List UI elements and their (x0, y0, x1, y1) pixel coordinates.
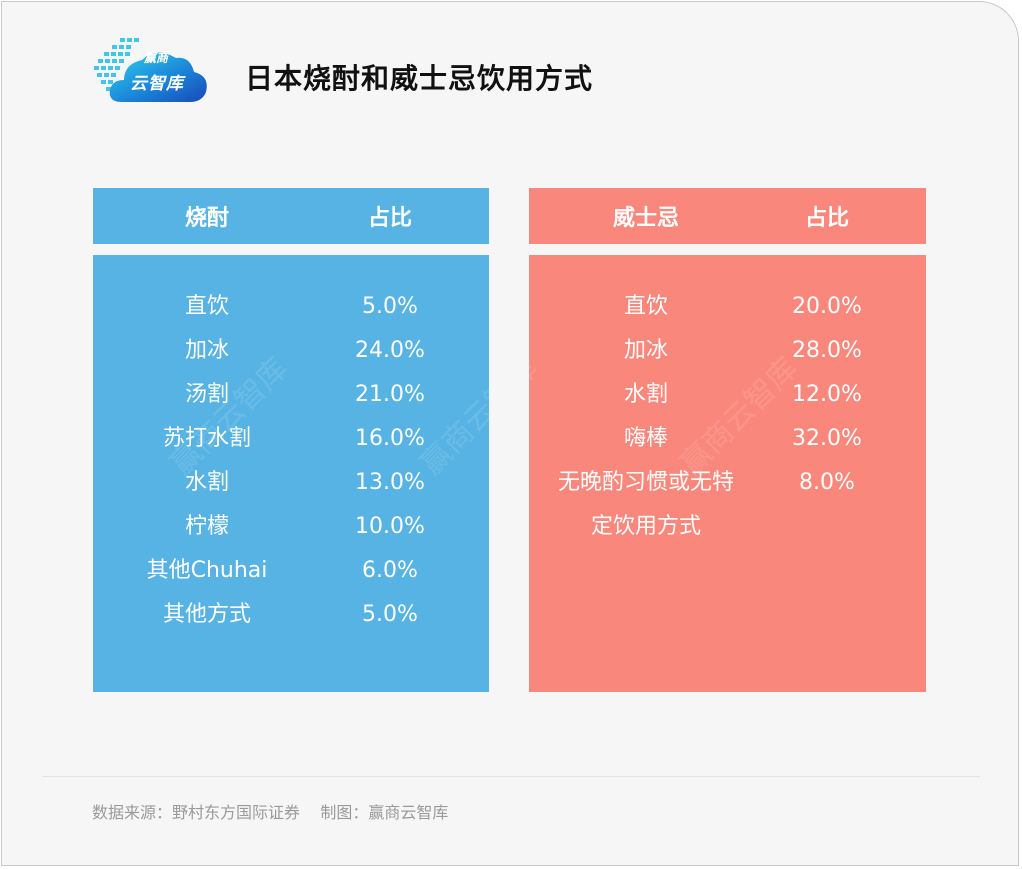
row-label: 嗨棒 (623, 426, 668, 451)
table-row: 苏打水割 16.0% (93, 419, 489, 459)
table-row: 定饮用方式 (529, 507, 926, 547)
row-label: 其他Chuhai (146, 558, 268, 583)
whisky-col2-header: 占比 (804, 206, 849, 231)
row-label: 直饮 (623, 294, 668, 319)
row-value: 5.0% (362, 602, 418, 627)
logo-text-top: 赢商 (144, 51, 169, 65)
row-value: 28.0% (792, 338, 862, 363)
row-label: 水割 (623, 382, 668, 407)
row-value: 8.0% (799, 470, 855, 495)
table-row: 水割 12.0% (529, 375, 926, 415)
table-row: 嗨棒 32.0% (529, 419, 926, 459)
whisky-col1-header: 威士忌 (612, 206, 679, 231)
table-row: 加冰 24.0% (93, 331, 489, 371)
whisky-table-body: 直饮 20.0% 加冰 28.0% 水割 12.0% 嗨棒 32.0% 无晚酌习… (529, 255, 926, 692)
row-value: 16.0% (355, 426, 425, 451)
row-value: 13.0% (355, 470, 425, 495)
row-label: 水割 (184, 470, 229, 495)
whisky-table-header: 威士忌 占比 (529, 188, 926, 244)
footer-divider (42, 776, 980, 777)
source-note: 数据来源：野村东方国际证券 制图：赢商云智库 (92, 803, 449, 822)
row-value: 6.0% (362, 558, 418, 583)
row-value: 10.0% (355, 514, 425, 539)
table-row: 水割 13.0% (93, 463, 489, 503)
row-label: 其他方式 (162, 602, 251, 627)
table-row: 其他Chuhai 6.0% (93, 551, 489, 591)
row-value: 24.0% (355, 338, 425, 363)
logo-text-bottom: 云智库 (130, 74, 184, 94)
table-row: 汤割 21.0% (93, 375, 489, 415)
table-row: 无晚酌习惯或无特 8.0% (529, 463, 926, 503)
shochu-col2-header: 占比 (367, 206, 412, 231)
row-label: 直饮 (184, 294, 229, 319)
brand-logo: 赢商 云智库 (94, 36, 210, 106)
row-value: 5.0% (362, 294, 418, 319)
row-label: 汤割 (184, 382, 229, 407)
row-label: 苏打水割 (162, 426, 251, 451)
row-label: 加冰 (184, 338, 229, 363)
row-value: 12.0% (792, 382, 862, 407)
row-value: 21.0% (355, 382, 425, 407)
table-row: 直饮 5.0% (93, 287, 489, 327)
table-row: 加冰 28.0% (529, 331, 926, 371)
row-label: 无晚酌习惯或无特 (557, 470, 734, 495)
page-title: 日本烧酎和威士忌饮用方式 (245, 62, 594, 95)
row-label: 定饮用方式 (590, 514, 701, 539)
row-value: 20.0% (792, 294, 862, 319)
shochu-col1-header: 烧酎 (184, 206, 229, 231)
row-value: 32.0% (792, 426, 862, 451)
table-row: 其他方式 5.0% (93, 595, 489, 635)
shochu-table-header: 烧酎 占比 (93, 188, 489, 244)
table-row: 直饮 20.0% (529, 287, 926, 327)
table-row: 柠檬 10.0% (93, 507, 489, 547)
row-label: 柠檬 (184, 514, 229, 539)
shochu-table-body: 直饮 5.0% 加冰 24.0% 汤割 21.0% 苏打水割 16.0% 水割 … (93, 255, 489, 692)
cloud-logo-icon (94, 38, 207, 102)
row-label: 加冰 (623, 338, 668, 363)
